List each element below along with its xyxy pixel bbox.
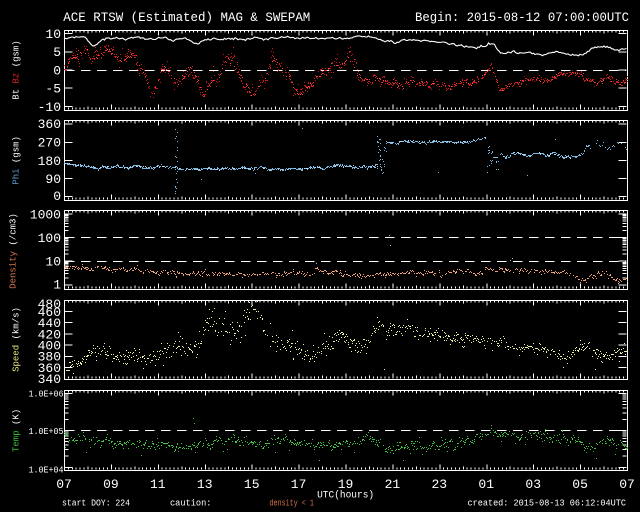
svg-text:05: 05 [572,477,588,492]
svg-text:created: 2015-08-13 06:12:04UT: created: 2015-08-13 06:12:04UTC [468,497,627,508]
svg-text:1: 1 [53,278,61,293]
svg-text:100: 100 [38,231,61,246]
svg-text:420: 420 [38,327,61,342]
svg-text:-10: -10 [38,100,61,115]
svg-text:360: 360 [38,361,61,376]
svg-text:340: 340 [38,372,61,387]
svg-text:10: 10 [45,255,61,270]
svg-text:270: 270 [38,136,61,151]
svg-text:460: 460 [38,305,61,320]
svg-text:480: 480 [38,297,61,312]
svg-text:0: 0 [53,189,61,204]
svg-text:01: 01 [478,477,494,492]
svg-text:400: 400 [38,339,61,354]
svg-text:Speed (km/s): Speed (km/s) [12,307,22,372]
svg-text:23: 23 [431,477,447,492]
svg-text:Density (/cm3): Density (/cm3) [9,213,19,289]
svg-text:380: 380 [38,350,61,365]
svg-text:-5: -5 [45,82,61,97]
svg-text:Begin: 2015-08-12 07:00:00UTC: Begin: 2015-08-12 07:00:00UTC [415,10,629,25]
svg-text:07: 07 [619,477,635,492]
svg-text:90: 90 [45,172,61,187]
svg-text:180: 180 [38,154,61,169]
svg-text:21: 21 [385,477,401,492]
svg-text:03: 03 [525,477,541,492]
svg-text:caution:: caution: [170,497,212,508]
svg-text:0: 0 [53,63,61,78]
svg-text:density < 1: density < 1 [269,497,314,508]
svg-text:UTC(hours): UTC(hours) [317,490,374,502]
svg-text:10: 10 [45,27,61,42]
svg-text:440: 440 [38,316,61,331]
svg-text:13: 13 [197,477,213,492]
svg-text:1000: 1000 [30,207,61,222]
svg-text:start DOY: 224: start DOY: 224 [62,497,130,508]
svg-text:07: 07 [56,477,72,492]
svg-text:11: 11 [150,477,166,492]
svg-text:1.0E+05: 1.0E+05 [29,426,64,437]
svg-text:ACE RTSW (Estimated) MAG & SWE: ACE RTSW (Estimated) MAG & SWEPAM [63,10,310,25]
svg-text:Phi (gsm): Phi (gsm) [12,136,22,185]
svg-text:17: 17 [291,477,307,492]
svg-text:15: 15 [244,477,260,492]
svg-text:360: 360 [38,117,61,132]
svg-text:Bt Bz (gsm): Bt Bz (gsm) [12,40,22,99]
svg-text:1.0E+04: 1.0E+04 [29,464,64,475]
svg-text:Temp (K): Temp (K) [12,409,22,452]
svg-text:1.0E+06: 1.0E+06 [29,389,64,400]
svg-text:19: 19 [338,477,354,492]
svg-text:09: 09 [103,477,119,492]
svg-text:5: 5 [53,45,61,60]
